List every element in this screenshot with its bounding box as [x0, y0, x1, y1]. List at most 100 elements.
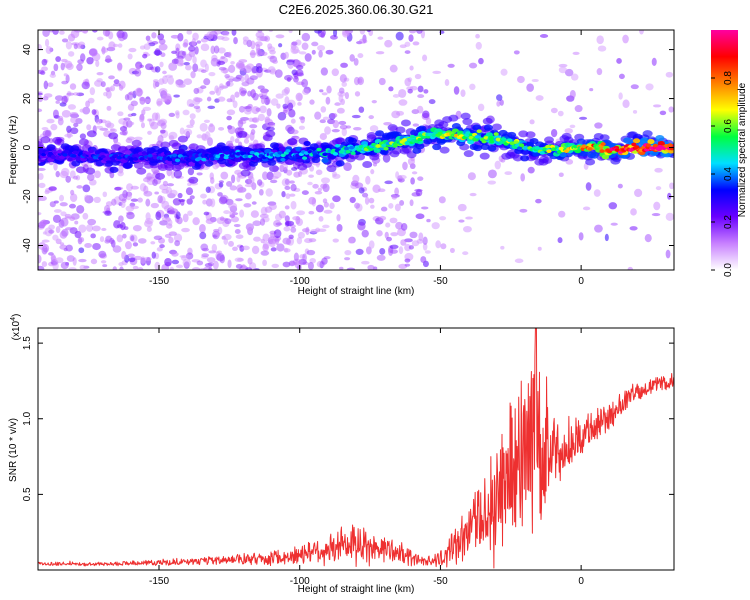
- ridge-cell: [632, 138, 641, 144]
- spectrogram-y-axis-label: Frequency (Hz): [8, 116, 19, 185]
- spectrogram-cell: [284, 96, 290, 105]
- spectrogram-cell: [130, 100, 138, 107]
- spectrogram-cell: [422, 242, 428, 251]
- spectrogram-cell: [458, 219, 465, 223]
- spectrogram-cell: [343, 162, 352, 172]
- spectrogram-cell: [143, 185, 149, 194]
- ridge-cell: [208, 154, 214, 158]
- spectrogram-cell: [380, 206, 388, 212]
- spectrogram-cell: [399, 44, 407, 49]
- spectrogram-cell: [125, 120, 133, 128]
- spectrogram-cell: [251, 67, 257, 74]
- snr-y-ticks: 0.5 1.0 1.5: [22, 336, 674, 501]
- spectrogram-cell: [370, 169, 375, 175]
- spectrogram-cell: [229, 185, 237, 191]
- spectrogram-cell: [76, 43, 84, 49]
- ridge-cell: [38, 149, 43, 154]
- spectrogram-cell: [108, 75, 115, 80]
- spectrogram-cell: [117, 43, 123, 48]
- spectrogram-cell: [70, 127, 79, 135]
- spectrogram-cell: [139, 96, 146, 105]
- ridge-cell: [601, 154, 610, 160]
- spectrogram-cell: [557, 237, 563, 244]
- snr-y-axis-label: SNR (10 * v/v): [8, 418, 19, 482]
- spectrogram-cell: [368, 197, 375, 204]
- spectrogram-cell: [276, 243, 285, 252]
- spectrogram-cell: [123, 117, 131, 121]
- ridge-cell: [517, 146, 523, 151]
- spectrogram-cell: [301, 190, 309, 195]
- spectrogram-cell: [63, 73, 68, 77]
- spectrogram-cell: [308, 210, 315, 215]
- spectrogram-cell: [251, 106, 260, 115]
- spectrogram-cell: [232, 100, 238, 109]
- spectrogram-cell: [199, 231, 207, 240]
- spectrogram-cell: [230, 60, 235, 65]
- ridge-cell: [269, 142, 279, 149]
- spectrogram-cell: [404, 243, 411, 252]
- spectrogram-cell: [291, 167, 298, 171]
- spectrogram-cell: [311, 41, 319, 47]
- spectrogram-cell: [394, 203, 401, 212]
- spectrogram-cell: [91, 109, 97, 115]
- ridge-cell: [279, 146, 287, 152]
- spectrogram-cell: [312, 183, 319, 189]
- spectrogram-cell: [367, 264, 375, 270]
- spectrogram-cell: [424, 250, 431, 254]
- spectrogram-cell: [52, 109, 59, 119]
- spectrogram-cell: [98, 250, 107, 258]
- ridge-cell: [123, 162, 133, 169]
- spectrogram-cell: [306, 249, 316, 256]
- spectrogram-cell: [53, 63, 59, 72]
- spectrogram-cell: [153, 235, 163, 240]
- spectrogram-cell: [157, 195, 163, 204]
- spectrogram-cell: [189, 113, 196, 120]
- ridge-cell: [332, 152, 339, 156]
- ridge-cell: [134, 146, 144, 154]
- spectrogram-cell: [183, 128, 193, 136]
- spectrogram-cell: [234, 229, 241, 234]
- spectrogram-cell: [74, 220, 79, 225]
- spectrogram-cell: [275, 222, 283, 226]
- spectrogram-cell: [52, 234, 59, 241]
- spectrogram-cell: [274, 69, 283, 78]
- spectrogram-cell: [168, 236, 174, 244]
- spectrogram-cell: [288, 30, 293, 34]
- spectrogram-cell: [305, 226, 310, 236]
- spectrogram-cell: [73, 43, 78, 50]
- ridge-cell: [489, 139, 495, 144]
- ridge-cell: [188, 176, 199, 184]
- spectrogram-cell: [113, 79, 120, 85]
- spectrogram-cell: [301, 78, 309, 88]
- spectrogram-cell: [364, 196, 370, 205]
- spectrogram-cell: [288, 234, 294, 240]
- spectrogram-cell: [226, 180, 233, 187]
- spectrogram-cell: [209, 90, 216, 95]
- ridge-cell: [417, 125, 427, 132]
- spectrogram-cell: [366, 30, 372, 33]
- spectrogram-cell: [286, 77, 292, 83]
- spectrogram-cell: [257, 179, 263, 186]
- spectrogram-cell: [55, 257, 64, 264]
- ridge-cell: [376, 144, 382, 148]
- spectrogram-cell: [669, 182, 674, 190]
- spectrogram-cell: [630, 208, 637, 216]
- spectrogram-cell: [409, 199, 414, 207]
- spectrogram-cell: [140, 122, 145, 129]
- spectrogram-cell: [52, 214, 62, 223]
- spectrogram-cell: [65, 175, 72, 183]
- spectrogram-cell: [535, 95, 544, 101]
- spectrogram-cell: [247, 175, 255, 185]
- spectrogram-cell: [390, 232, 399, 237]
- spectrogram-cell: [388, 202, 394, 209]
- spectrogram-cell: [127, 253, 135, 258]
- spectrogram-cell: [271, 263, 279, 269]
- snr-plot-area: [38, 328, 674, 570]
- spectrogram-cell: [260, 250, 270, 256]
- spectrogram-cell: [564, 68, 574, 77]
- spectrogram-cell: [80, 30, 89, 33]
- ridge-cell: [476, 129, 482, 134]
- spectrogram-cell: [144, 220, 153, 228]
- spectrogram-cell: [82, 106, 91, 115]
